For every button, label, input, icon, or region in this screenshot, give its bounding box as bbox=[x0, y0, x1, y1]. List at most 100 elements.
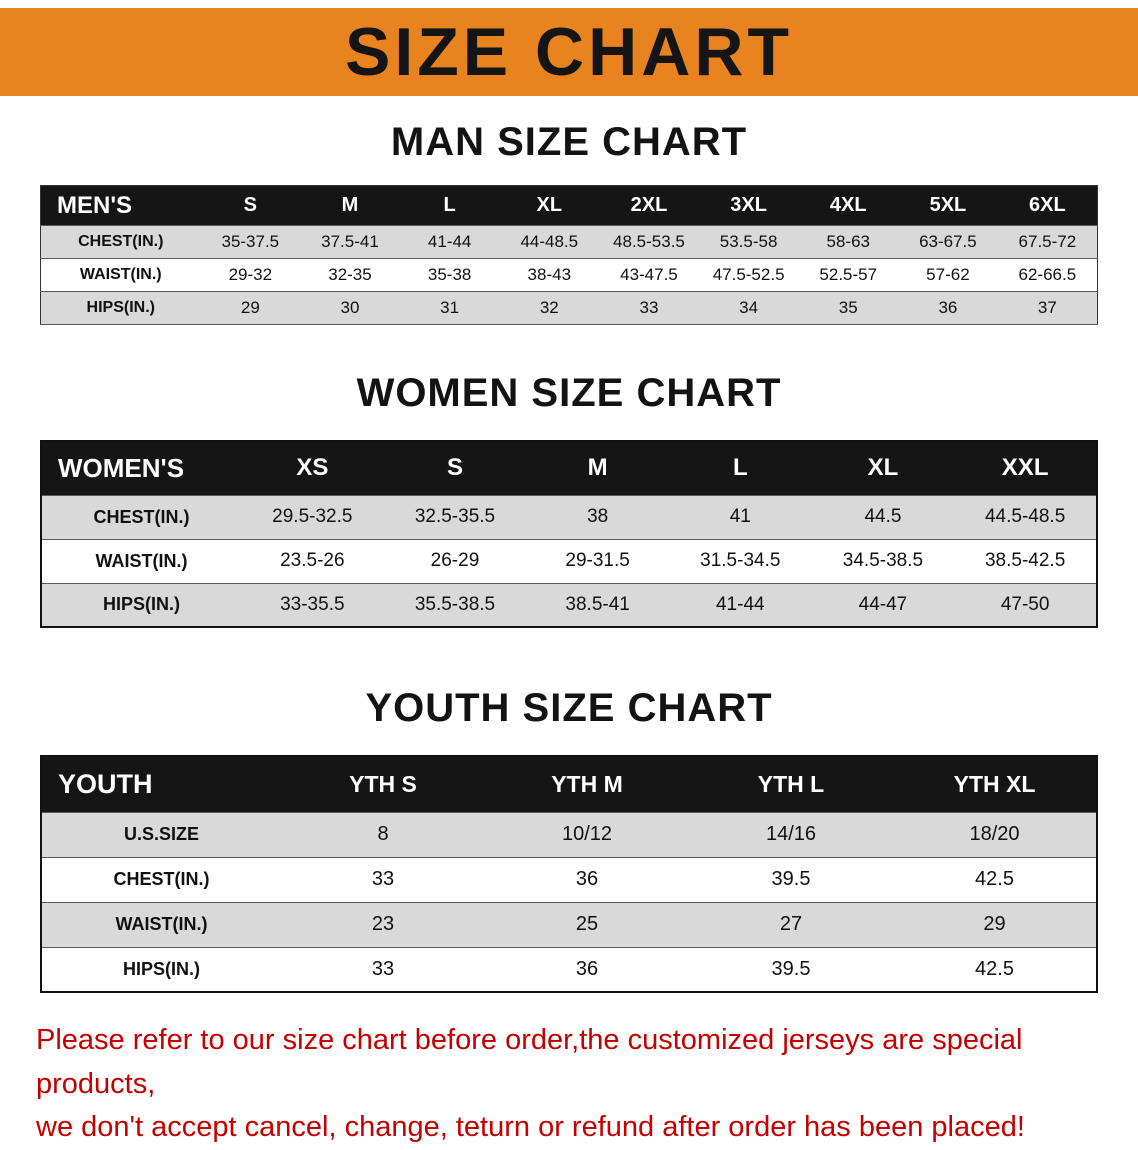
value-cell: 38.5-42.5 bbox=[954, 538, 1097, 584]
value-cell: 39.5 bbox=[689, 856, 893, 903]
value-cell: 26-29 bbox=[383, 538, 527, 584]
table-row: WAIST(IN.) 29-32 32-35 35-38 38-43 43-47.5 47.… bbox=[40, 258, 1098, 292]
value-cell: 47.5-52.5 bbox=[698, 258, 799, 292]
women-section-heading: WOMEN SIZE CHART bbox=[356, 371, 782, 415]
value-cell: 25 bbox=[485, 901, 689, 948]
table-row: WAIST(IN.) 23.5-26 26-29 29-31.5 31.5-34.5 34… bbox=[41, 538, 1097, 584]
table-header-row: MEN'S S M L XL 2XL 3XL 4XL 5XL 6XL bbox=[40, 185, 1098, 226]
banner: SIZE CHART bbox=[0, 8, 1138, 96]
value-cell: 44-48.5 bbox=[499, 225, 600, 259]
value-cell: 44.5-48.5 bbox=[954, 494, 1097, 540]
value-cell: 47-50 bbox=[954, 582, 1097, 628]
section-men: MAN SIZE CHART MEN'S S M L XL 2XL 3XL 4XL 5XL 6XL… bbox=[0, 120, 1138, 325]
value-cell: 23.5-26 bbox=[241, 538, 384, 584]
size-column-header: YTH L bbox=[689, 756, 893, 812]
value-cell: 62-66.5 bbox=[997, 258, 1098, 292]
row-label-cell: WAIST(IN.) bbox=[41, 901, 281, 948]
value-cell: 36 bbox=[485, 856, 689, 903]
value-cell: 18/20 bbox=[893, 811, 1097, 858]
section-youth: YOUTH SIZE CHART YOUTH YTH S YTH M YTH L YTH… bbox=[0, 686, 1138, 993]
value-cell: 41-44 bbox=[668, 582, 812, 628]
row-label-cell: CHEST(IN.) bbox=[41, 494, 241, 540]
table-title-cell: WOMEN'S bbox=[41, 441, 241, 495]
value-cell: 34 bbox=[698, 291, 799, 325]
table-title-cell: MEN'S bbox=[40, 185, 201, 226]
value-cell: 38 bbox=[526, 494, 669, 540]
size-column-header: M bbox=[300, 185, 400, 226]
size-column-header: L bbox=[399, 185, 500, 226]
youth-section-heading: YOUTH SIZE CHART bbox=[365, 686, 773, 730]
table-row: U.S.SIZE 8 10/12 14/16 18/20 bbox=[41, 811, 1097, 858]
value-cell: 32 bbox=[499, 291, 600, 325]
size-column-header: XL bbox=[811, 441, 955, 495]
disclaimer-line-1: Please refer to our size chart before or… bbox=[36, 1024, 1023, 1100]
value-cell: 39.5 bbox=[689, 946, 893, 993]
table-row: HIPS(IN.) 33-35.5 35.5-38.5 38.5-41 41-44 44-… bbox=[41, 582, 1097, 628]
value-cell: 32.5-35.5 bbox=[383, 494, 527, 540]
value-cell: 10/12 bbox=[485, 811, 689, 858]
value-cell: 37 bbox=[997, 291, 1098, 325]
value-cell: 8 bbox=[281, 811, 485, 858]
row-label-cell: HIPS(IN.) bbox=[41, 946, 281, 993]
value-cell: 14/16 bbox=[689, 811, 893, 858]
value-cell: 41 bbox=[668, 494, 812, 540]
table-row: HIPS(IN.) 33 36 39.5 42.5 bbox=[41, 946, 1097, 993]
table-title-cell: YOUTH bbox=[41, 756, 281, 812]
value-cell: 33 bbox=[599, 291, 699, 325]
size-column-header: 4XL bbox=[798, 185, 899, 226]
disclaimer-line-2: we don't accept cancel, change, teturn o… bbox=[36, 1111, 1025, 1143]
value-cell: 63-67.5 bbox=[898, 225, 998, 259]
row-label-cell: WAIST(IN.) bbox=[41, 538, 241, 584]
value-cell: 41-44 bbox=[399, 225, 500, 259]
row-label-cell: WAIST(IN.) bbox=[40, 258, 201, 292]
row-label-cell: U.S.SIZE bbox=[41, 811, 281, 858]
value-cell: 35.5-38.5 bbox=[383, 582, 527, 628]
value-cell: 43-47.5 bbox=[599, 258, 699, 292]
table-row: HIPS(IN.) 29 30 31 32 33 34 35 36 37 bbox=[40, 291, 1098, 325]
size-column-header: YTH M bbox=[485, 756, 689, 812]
size-column-header: XXL bbox=[954, 441, 1097, 495]
row-label-cell: CHEST(IN.) bbox=[40, 225, 201, 259]
men-section-heading: MAN SIZE CHART bbox=[390, 120, 748, 164]
size-column-header: 6XL bbox=[997, 185, 1098, 226]
value-cell: 31.5-34.5 bbox=[668, 538, 812, 584]
disclaimer: Please refer to our size chart before or… bbox=[36, 1019, 1102, 1150]
row-label-cell: HIPS(IN.) bbox=[40, 291, 201, 325]
value-cell: 53.5-58 bbox=[698, 225, 799, 259]
value-cell: 31 bbox=[399, 291, 500, 325]
value-cell: 35-37.5 bbox=[200, 225, 301, 259]
page-title: SIZE CHART bbox=[345, 14, 793, 90]
value-cell: 38-43 bbox=[499, 258, 600, 292]
size-column-header: S bbox=[383, 441, 527, 495]
value-cell: 34.5-38.5 bbox=[811, 538, 955, 584]
value-cell: 33 bbox=[281, 856, 485, 903]
value-cell: 29.5-32.5 bbox=[241, 494, 384, 540]
table-header-row: WOMEN'S XS S M L XL XXL bbox=[41, 441, 1097, 495]
table-row: CHEST(IN.) 33 36 39.5 42.5 bbox=[41, 856, 1097, 903]
value-cell: 36 bbox=[898, 291, 998, 325]
value-cell: 33 bbox=[281, 946, 485, 993]
row-label-cell: HIPS(IN.) bbox=[41, 582, 241, 628]
youth-size-table: YOUTH YTH S YTH M YTH L YTH XL U.S.SIZE 8 10/12… bbox=[40, 755, 1098, 993]
men-size-table: MEN'S S M L XL 2XL 3XL 4XL 5XL 6XL CHEST(IN.) 35-37… bbox=[40, 185, 1098, 325]
value-cell: 27 bbox=[689, 901, 893, 948]
women-size-table: WOMEN'S XS S M L XL XXL CHEST(IN.) 29.5-32.5 32.5… bbox=[40, 440, 1098, 628]
value-cell: 35-38 bbox=[399, 258, 500, 292]
size-column-header: YTH XL bbox=[893, 756, 1097, 812]
row-label-cell: CHEST(IN.) bbox=[41, 856, 281, 903]
value-cell: 42.5 bbox=[893, 856, 1097, 903]
value-cell: 29-32 bbox=[200, 258, 301, 292]
table-header-row: YOUTH YTH S YTH M YTH L YTH XL bbox=[41, 756, 1097, 812]
size-column-header: XL bbox=[499, 185, 600, 226]
size-column-header: XS bbox=[241, 441, 384, 495]
value-cell: 29-31.5 bbox=[526, 538, 669, 584]
value-cell: 52.5-57 bbox=[798, 258, 899, 292]
size-column-header: L bbox=[668, 441, 812, 495]
table-row: CHEST(IN.) 35-37.5 37.5-41 41-44 44-48.5 48.5… bbox=[40, 225, 1098, 259]
value-cell: 58-63 bbox=[798, 225, 899, 259]
table-row: WAIST(IN.) 23 25 27 29 bbox=[41, 901, 1097, 948]
size-column-header: 3XL bbox=[698, 185, 799, 226]
value-cell: 44-47 bbox=[811, 582, 955, 628]
value-cell: 36 bbox=[485, 946, 689, 993]
size-column-header: S bbox=[200, 185, 301, 226]
